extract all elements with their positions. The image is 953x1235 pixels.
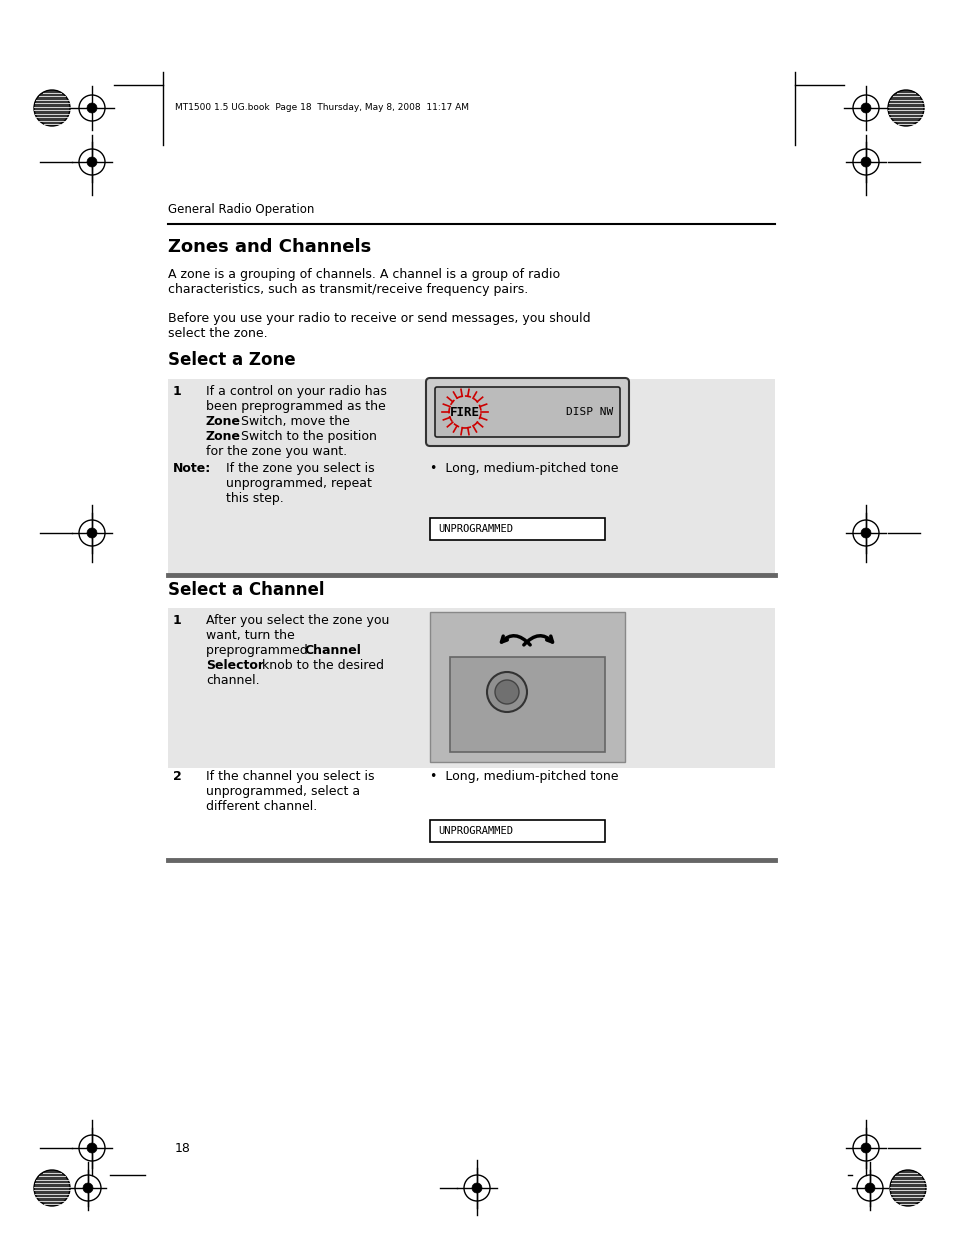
Text: UNPROGRAMMED: UNPROGRAMMED bbox=[437, 524, 513, 534]
Text: UNPROGRAMMED: UNPROGRAMMED bbox=[437, 826, 513, 836]
Text: Switch to the position: Switch to the position bbox=[236, 430, 376, 443]
Circle shape bbox=[864, 1183, 874, 1193]
Text: Channel: Channel bbox=[304, 643, 360, 657]
Text: different channel.: different channel. bbox=[206, 800, 317, 813]
Text: MT1500 1.5 UG.book  Page 18  Thursday, May 8, 2008  11:17 AM: MT1500 1.5 UG.book Page 18 Thursday, May… bbox=[174, 104, 469, 112]
Text: been preprogrammed as the: been preprogrammed as the bbox=[206, 400, 385, 412]
FancyBboxPatch shape bbox=[435, 387, 619, 437]
Circle shape bbox=[87, 529, 97, 538]
Text: knob to the desired: knob to the desired bbox=[257, 659, 384, 672]
Circle shape bbox=[861, 157, 870, 167]
Text: •  Long, medium-pitched tone: • Long, medium-pitched tone bbox=[430, 462, 618, 475]
Bar bbox=[168, 608, 774, 768]
Circle shape bbox=[87, 103, 97, 112]
Text: A zone is a grouping of channels. A channel is a group of radio: A zone is a grouping of channels. A chan… bbox=[168, 268, 559, 282]
Text: unprogrammed, repeat: unprogrammed, repeat bbox=[226, 477, 372, 490]
Text: •  Long, medium-pitched tone: • Long, medium-pitched tone bbox=[430, 769, 618, 783]
Text: select the zone.: select the zone. bbox=[168, 327, 268, 340]
Text: Switch, move the: Switch, move the bbox=[236, 415, 350, 429]
Bar bbox=[430, 517, 604, 540]
Bar bbox=[168, 379, 774, 576]
Text: Select a Channel: Select a Channel bbox=[168, 580, 324, 599]
Text: unprogrammed, select a: unprogrammed, select a bbox=[206, 785, 359, 798]
Circle shape bbox=[34, 90, 70, 126]
Text: FIRE: FIRE bbox=[450, 405, 479, 419]
Circle shape bbox=[861, 103, 870, 112]
Text: Zones and Channels: Zones and Channels bbox=[168, 238, 371, 256]
Text: After you select the zone you: After you select the zone you bbox=[206, 614, 389, 627]
Circle shape bbox=[472, 1183, 481, 1193]
Text: Before you use your radio to receive or send messages, you should: Before you use your radio to receive or … bbox=[168, 312, 590, 325]
Text: 1: 1 bbox=[172, 385, 182, 398]
Circle shape bbox=[495, 680, 518, 704]
Text: General Radio Operation: General Radio Operation bbox=[168, 203, 314, 216]
Bar bbox=[450, 657, 604, 752]
Circle shape bbox=[861, 529, 870, 538]
Text: If a control on your radio has: If a control on your radio has bbox=[206, 385, 387, 398]
Circle shape bbox=[87, 157, 97, 167]
Text: DISP NW: DISP NW bbox=[566, 408, 613, 417]
Text: If the channel you select is: If the channel you select is bbox=[206, 769, 375, 783]
FancyBboxPatch shape bbox=[426, 378, 628, 446]
Circle shape bbox=[486, 672, 526, 713]
Text: for the zone you want.: for the zone you want. bbox=[206, 445, 347, 458]
Text: characteristics, such as transmit/receive frequency pairs.: characteristics, such as transmit/receiv… bbox=[168, 283, 528, 296]
Text: Zone: Zone bbox=[206, 415, 241, 429]
Text: this step.: this step. bbox=[226, 492, 283, 505]
Text: 1: 1 bbox=[172, 614, 182, 627]
Text: Select a Zone: Select a Zone bbox=[168, 351, 295, 369]
Bar bbox=[430, 613, 624, 762]
Circle shape bbox=[83, 1183, 92, 1193]
Text: preprogrammed: preprogrammed bbox=[206, 643, 312, 657]
Text: channel.: channel. bbox=[206, 674, 259, 687]
Text: want, turn the: want, turn the bbox=[206, 629, 294, 642]
Bar bbox=[430, 820, 604, 842]
Circle shape bbox=[87, 1144, 97, 1153]
Text: Note:: Note: bbox=[172, 462, 211, 475]
Text: 18: 18 bbox=[174, 1141, 191, 1155]
Text: If the zone you select is: If the zone you select is bbox=[226, 462, 375, 475]
Circle shape bbox=[887, 90, 923, 126]
Text: Zone: Zone bbox=[206, 430, 241, 443]
Text: 2: 2 bbox=[172, 769, 182, 783]
Text: Selector: Selector bbox=[206, 659, 264, 672]
Circle shape bbox=[861, 1144, 870, 1153]
Circle shape bbox=[889, 1170, 925, 1207]
Circle shape bbox=[34, 1170, 70, 1207]
